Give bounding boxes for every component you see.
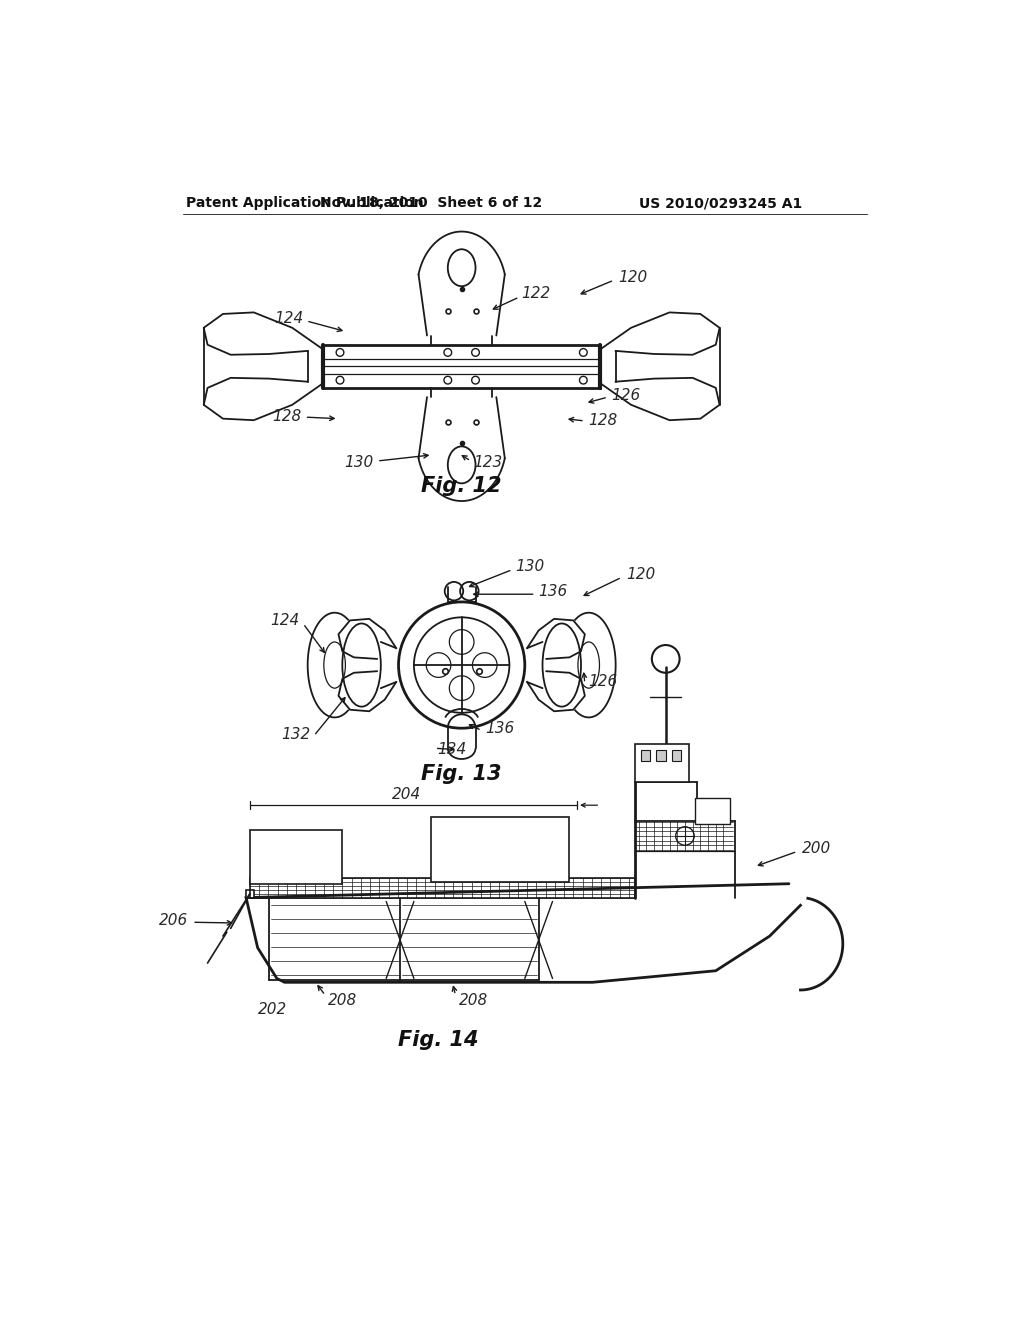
Bar [635,743,689,781]
Text: 132: 132 [282,727,310,742]
Bar [250,878,635,898]
Text: 128: 128 [588,413,617,428]
Text: 120: 120 [627,566,655,582]
Text: 120: 120 [618,271,648,285]
Text: Fig. 13: Fig. 13 [422,764,502,784]
Text: 130: 130 [515,558,545,574]
Text: 134: 134 [437,742,466,758]
Text: 122: 122 [521,286,551,301]
Text: 123: 123 [473,455,503,470]
Bar [672,750,681,760]
Text: 204: 204 [391,787,421,803]
Text: 202: 202 [258,1002,288,1016]
Text: 124: 124 [273,312,303,326]
Bar [656,750,666,760]
Text: 124: 124 [270,612,300,628]
Bar [695,797,730,825]
Text: 136: 136 [539,583,568,599]
Bar [431,817,569,882]
Bar [323,345,600,388]
Text: Nov. 18, 2010  Sheet 6 of 12: Nov. 18, 2010 Sheet 6 of 12 [319,197,542,210]
Text: US 2010/0293245 A1: US 2010/0293245 A1 [639,197,802,210]
Text: 136: 136 [484,721,514,735]
Text: 126: 126 [588,675,617,689]
Text: 208: 208 [328,993,357,1007]
Text: 208: 208 [459,993,487,1007]
Bar [641,750,650,760]
Text: Patent Application Publication: Patent Application Publication [186,197,424,210]
Text: 206: 206 [159,913,188,928]
Text: Fig. 14: Fig. 14 [398,1030,479,1049]
Bar [250,830,342,884]
Text: 200: 200 [802,841,831,855]
Text: 126: 126 [611,388,640,403]
Text: 128: 128 [272,409,301,424]
Text: 130: 130 [345,455,374,470]
Text: Fig. 12: Fig. 12 [422,475,502,495]
